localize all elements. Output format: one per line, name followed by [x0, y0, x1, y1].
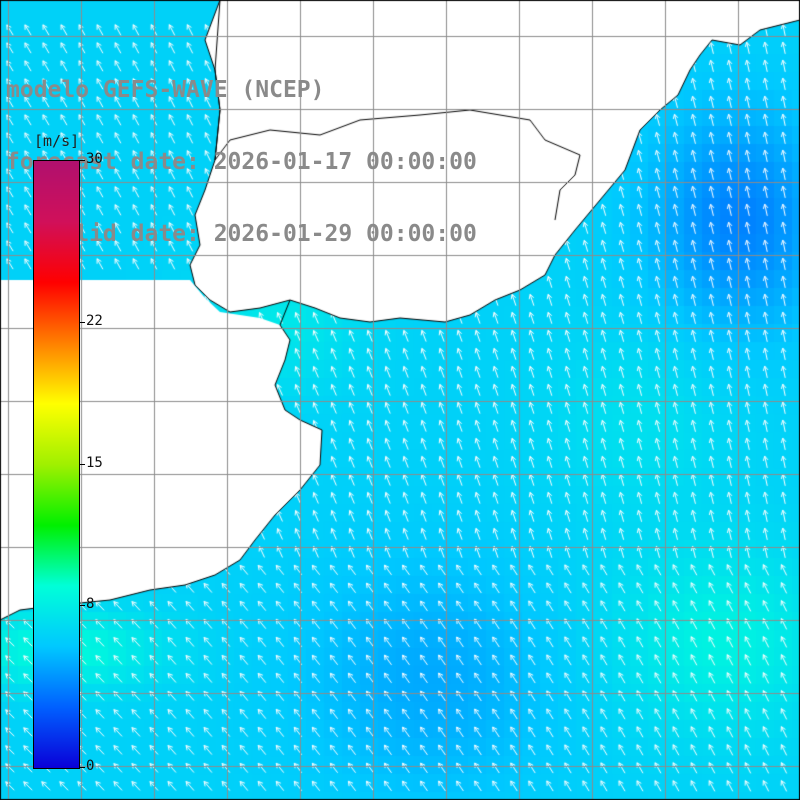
colorbar-tick-label: 8	[86, 596, 95, 613]
colorbar-tick-mark	[79, 321, 85, 323]
colorbar-tick-label: 15	[86, 454, 103, 471]
wind-speed-colorbar	[33, 160, 80, 769]
colorbar-tick-mark	[79, 463, 85, 465]
colorbar-tick-label: 22	[86, 312, 103, 329]
colorbar-tick-mark	[79, 160, 85, 161]
model-title: modelo GEFS-WAVE (NCEP)	[6, 77, 325, 103]
colorbar-tick-label: 0	[86, 758, 95, 774]
colorbar-tick-mark	[79, 605, 85, 607]
colorbar-unit-label: [m/s]	[34, 132, 80, 150]
colorbar-tick-label: 30	[86, 151, 103, 167]
colorbar-tick-mark	[79, 767, 85, 768]
